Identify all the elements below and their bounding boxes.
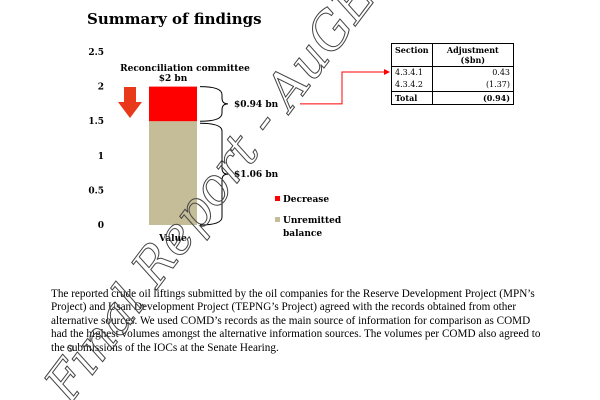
table-cell-adjustment: 0.43	[431, 66, 515, 79]
y-tick-label: 0	[98, 221, 104, 231]
table-row: 4.3.4.2 (1.37)	[391, 79, 515, 92]
y-tick-label: 1.5	[88, 117, 104, 127]
adjustment-table: Section Adjustment ($bn) 4.3.4.1 0.43 4.…	[391, 43, 515, 105]
brace-unremitted	[199, 122, 229, 226]
top-label-line1: Reconciliation committee	[120, 64, 250, 74]
y-axis: 0 0.5 1 1.5 2 2.5 Value	[88, 48, 187, 244]
table-total-row: Total (0.94)	[391, 91, 515, 105]
brace-decrease-label: $0.94 bn	[234, 100, 279, 110]
y-tick-label: 2	[98, 83, 104, 93]
y-tick-label: 2.5	[88, 48, 104, 58]
x-category-label: Value	[158, 234, 187, 244]
down-arrow-icon	[118, 87, 142, 118]
connector-line	[300, 71, 388, 105]
table-total-label: Total	[391, 91, 433, 105]
table-cell-adjustment: (1.37)	[431, 79, 515, 92]
legend-label-decrease: Decrease	[283, 195, 329, 205]
brace-unremitted-label: $1.06 bn	[234, 170, 279, 180]
top-label-line2: $2 bn	[159, 74, 188, 84]
table-cell-section: 4.3.4.1	[391, 66, 433, 79]
annotations: Reconciliation committee$2 bn $0.94 bn $1.…	[118, 64, 390, 226]
y-tick-label: 1	[98, 152, 104, 162]
findings-paragraph: The reported crude oil liftings submitte…	[51, 288, 541, 354]
legend-label-unremitted: Unremitted	[283, 216, 342, 226]
legend-swatch-decrease	[275, 196, 280, 201]
legend-label-unremitted-cont: balance	[283, 229, 322, 239]
table-total-value: (0.94)	[431, 91, 515, 105]
brace-decrease	[199, 86, 229, 122]
y-tick-label: 0.5	[88, 186, 104, 196]
connector-arrowhead	[384, 69, 390, 75]
page-title: Summary of findings	[87, 10, 262, 28]
table-header-section: Section	[391, 43, 433, 67]
bar-segment-decrease	[149, 86, 197, 122]
bars	[149, 86, 197, 225]
table-header-adjustment: Adjustment ($bn)	[431, 43, 515, 67]
legend-swatch-unremitted	[275, 217, 280, 222]
table-cell-section: 4.3.4.2	[391, 79, 433, 92]
table-row: 4.3.4.1 0.43	[391, 66, 515, 79]
bar-segment-unremitted	[149, 121, 197, 225]
legend: Decrease Unremitted balance	[275, 195, 342, 239]
stacked-bar-chart: 0 0.5 1 1.5 2 2.5 Value Reconciliation committ…	[88, 48, 390, 244]
